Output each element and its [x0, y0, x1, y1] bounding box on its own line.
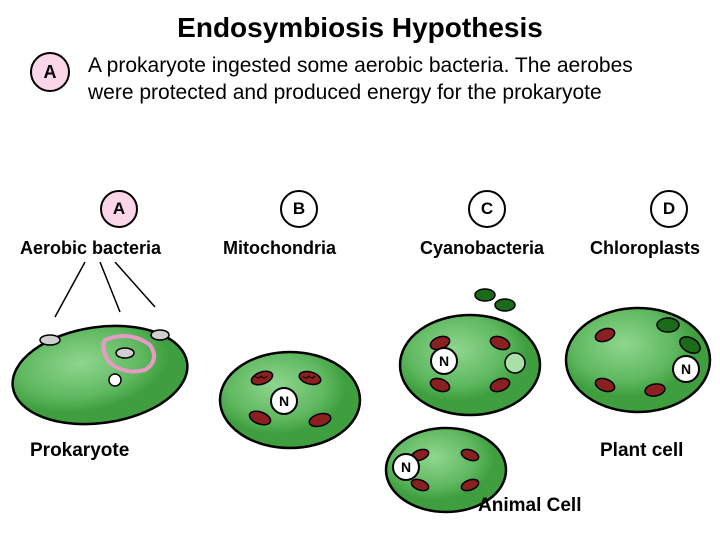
description-text: A prokaryote ingested some aerobic bacte… — [88, 52, 670, 107]
stage-b-badge: B — [280, 190, 318, 228]
stage-a-badge-2: A — [100, 190, 138, 228]
page-title: Endosymbiosis Hypothesis — [0, 0, 720, 44]
n-label-animal: N — [392, 453, 420, 481]
n-label-b: N — [270, 387, 298, 415]
stage-c-badge: C — [468, 190, 506, 228]
animal-cell-label: Animal Cell — [478, 495, 581, 517]
aerobic-label: Aerobic bacteria — [20, 238, 161, 259]
stage-a-badge: A — [30, 52, 70, 92]
stage-d-badge: D — [650, 190, 688, 228]
cyano-label: Cyanobacteria — [420, 238, 544, 259]
description-row: A A prokaryote ingested some aerobic bac… — [0, 44, 720, 107]
mito-label: Mitochondria — [223, 238, 336, 259]
diagram-area: N N N N Prokaryote Animal Cell Plant — [0, 290, 720, 540]
cell-a-prokaryote — [5, 305, 205, 435]
cell-c-cyano — [390, 285, 550, 425]
plant-cell-label: Plant cell — [600, 440, 683, 462]
n-label-d: N — [672, 355, 700, 383]
chloro-label: Chloroplasts — [590, 238, 700, 259]
n-label-c: N — [430, 347, 458, 375]
prokaryote-label: Prokaryote — [30, 440, 129, 462]
